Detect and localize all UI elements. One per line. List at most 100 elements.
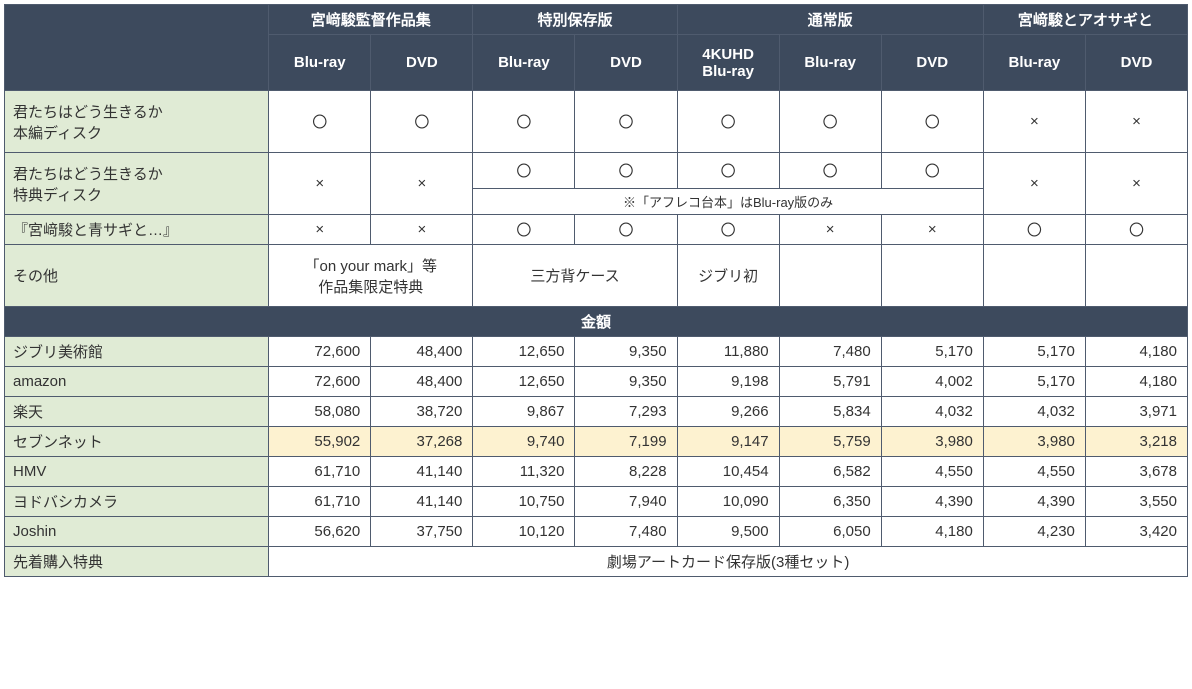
feature-row-1: 君たちはどう生きるか特典ディスク × × 〇 〇 〇 〇 〇 × × [5, 153, 1188, 189]
feature-1-c0: × [269, 153, 371, 215]
price-3-c4: 9,147 [677, 427, 779, 457]
price-0-c3: 9,350 [575, 337, 677, 367]
price-5-c8: 3,550 [1085, 487, 1187, 517]
header-group-1: 特別保存版 [473, 5, 677, 35]
feature-0-c2: 〇 [473, 91, 575, 153]
bonus-row: 先着購入特典 劇場アートカード保存版(3種セット) [5, 547, 1188, 577]
price-4-c3: 8,228 [575, 457, 677, 487]
price-1-c0: 72,600 [269, 367, 371, 397]
feature-0-c7: × [983, 91, 1085, 153]
price-1-c5: 5,791 [779, 367, 881, 397]
price-label-4: HMV [5, 457, 269, 487]
price-0-c4: 11,880 [677, 337, 779, 367]
price-2-c1: 38,720 [371, 397, 473, 427]
price-0-c5: 7,480 [779, 337, 881, 367]
price-6-c4: 9,500 [677, 517, 779, 547]
bonus-text: 劇場アートカード保存版(3種セット) [269, 547, 1188, 577]
price-1-c1: 48,400 [371, 367, 473, 397]
price-1-c7: 5,170 [983, 367, 1085, 397]
feature-2-c7: 〇 [983, 215, 1085, 245]
price-2-c2: 9,867 [473, 397, 575, 427]
other-c6 [983, 245, 1085, 307]
price-3-c5: 5,759 [779, 427, 881, 457]
price-4-c0: 61,710 [269, 457, 371, 487]
price-label-6: Joshin [5, 517, 269, 547]
price-6-c5: 6,050 [779, 517, 881, 547]
price-6-c2: 10,120 [473, 517, 575, 547]
price-header-row: 金額 [5, 307, 1188, 337]
price-5-c0: 61,710 [269, 487, 371, 517]
price-header: 金額 [5, 307, 1188, 337]
feature-0-c1: 〇 [371, 91, 473, 153]
price-6-c0: 56,620 [269, 517, 371, 547]
other-c3: ジブリ初 [677, 245, 779, 307]
feature-label-2: 『宮﨑駿と青サギと…』 [5, 215, 269, 245]
comparison-table: 宮﨑駿監督作品集 特別保存版 通常版 宮﨑駿とアオサギと Blu-ray DVD… [4, 4, 1188, 577]
price-3-c2: 9,740 [473, 427, 575, 457]
bonus-label: 先着購入特典 [5, 547, 269, 577]
feature-2-c5: × [779, 215, 881, 245]
header-sub-3: DVD [575, 35, 677, 91]
price-6-c8: 3,420 [1085, 517, 1187, 547]
price-4-c5: 6,582 [779, 457, 881, 487]
price-3-c1: 37,268 [371, 427, 473, 457]
price-1-c6: 4,002 [881, 367, 983, 397]
header-group-2: 通常版 [677, 5, 983, 35]
feature-1-c3: 〇 [575, 153, 677, 189]
feature-0-c6: 〇 [881, 91, 983, 153]
header-sub-0: Blu-ray [269, 35, 371, 91]
price-6-c7: 4,230 [983, 517, 1085, 547]
other-c7 [1085, 245, 1187, 307]
feature-label-0: 君たちはどう生きるか本編ディスク [5, 91, 269, 153]
price-row-6: Joshin56,62037,75010,1207,4809,5006,0504… [5, 517, 1188, 547]
price-2-c3: 7,293 [575, 397, 677, 427]
price-row-1: amazon72,60048,40012,6509,3509,1985,7914… [5, 367, 1188, 397]
feature-1-c4: 〇 [677, 153, 779, 189]
price-2-c6: 4,032 [881, 397, 983, 427]
header-group-3: 宮﨑駿とアオサギと [983, 5, 1187, 35]
header-sub-5: Blu-ray [779, 35, 881, 91]
price-4-c4: 10,454 [677, 457, 779, 487]
price-5-c1: 41,140 [371, 487, 473, 517]
price-label-3: セブンネット [5, 427, 269, 457]
feature-0-c3: 〇 [575, 91, 677, 153]
header-sub-4: 4KUHDBlu-ray [677, 35, 779, 91]
price-row-3: セブンネット55,90237,2689,7407,1999,1475,7593,… [5, 427, 1188, 457]
price-6-c1: 37,750 [371, 517, 473, 547]
price-label-5: ヨドバシカメラ [5, 487, 269, 517]
price-1-c8: 4,180 [1085, 367, 1187, 397]
price-0-c7: 5,170 [983, 337, 1085, 367]
feature-note: ※「アフレコ台本」はBlu-ray版のみ [473, 188, 983, 214]
price-5-c5: 6,350 [779, 487, 881, 517]
feature-0-c0: 〇 [269, 91, 371, 153]
feature-1-c1: × [371, 153, 473, 215]
price-2-c8: 3,971 [1085, 397, 1187, 427]
price-row-2: 楽天58,08038,7209,8677,2939,2665,8344,0324… [5, 397, 1188, 427]
price-row-5: ヨドバシカメラ61,71041,14010,7507,94010,0906,35… [5, 487, 1188, 517]
header-blank [5, 5, 269, 91]
other-c1: 「on your mark」等作品集限定特典 [269, 245, 473, 307]
price-0-c6: 5,170 [881, 337, 983, 367]
feature-1-c5: 〇 [779, 153, 881, 189]
other-label: その他 [5, 245, 269, 307]
price-5-c6: 4,390 [881, 487, 983, 517]
price-4-c2: 11,320 [473, 457, 575, 487]
feature-1-c2: 〇 [473, 153, 575, 189]
price-3-c8: 3,218 [1085, 427, 1187, 457]
price-2-c0: 58,080 [269, 397, 371, 427]
price-0-c1: 48,400 [371, 337, 473, 367]
feature-2-c4: 〇 [677, 215, 779, 245]
feature-row-2: 『宮﨑駿と青サギと…』 × × 〇 〇 〇 × × 〇 〇 [5, 215, 1188, 245]
feature-1-c7: × [983, 153, 1085, 215]
feature-0-c8: × [1085, 91, 1187, 153]
price-row-4: HMV61,71041,14011,3208,22810,4546,5824,5… [5, 457, 1188, 487]
price-1-c4: 9,198 [677, 367, 779, 397]
other-c2: 三方背ケース [473, 245, 677, 307]
header-sub-8: DVD [1085, 35, 1187, 91]
price-0-c8: 4,180 [1085, 337, 1187, 367]
header-row-groups: 宮﨑駿監督作品集 特別保存版 通常版 宮﨑駿とアオサギと [5, 5, 1188, 35]
header-sub-2: Blu-ray [473, 35, 575, 91]
price-3-c0: 55,902 [269, 427, 371, 457]
price-body: ジブリ美術館72,60048,40012,6509,35011,8807,480… [5, 337, 1188, 547]
feature-2-c1: × [371, 215, 473, 245]
